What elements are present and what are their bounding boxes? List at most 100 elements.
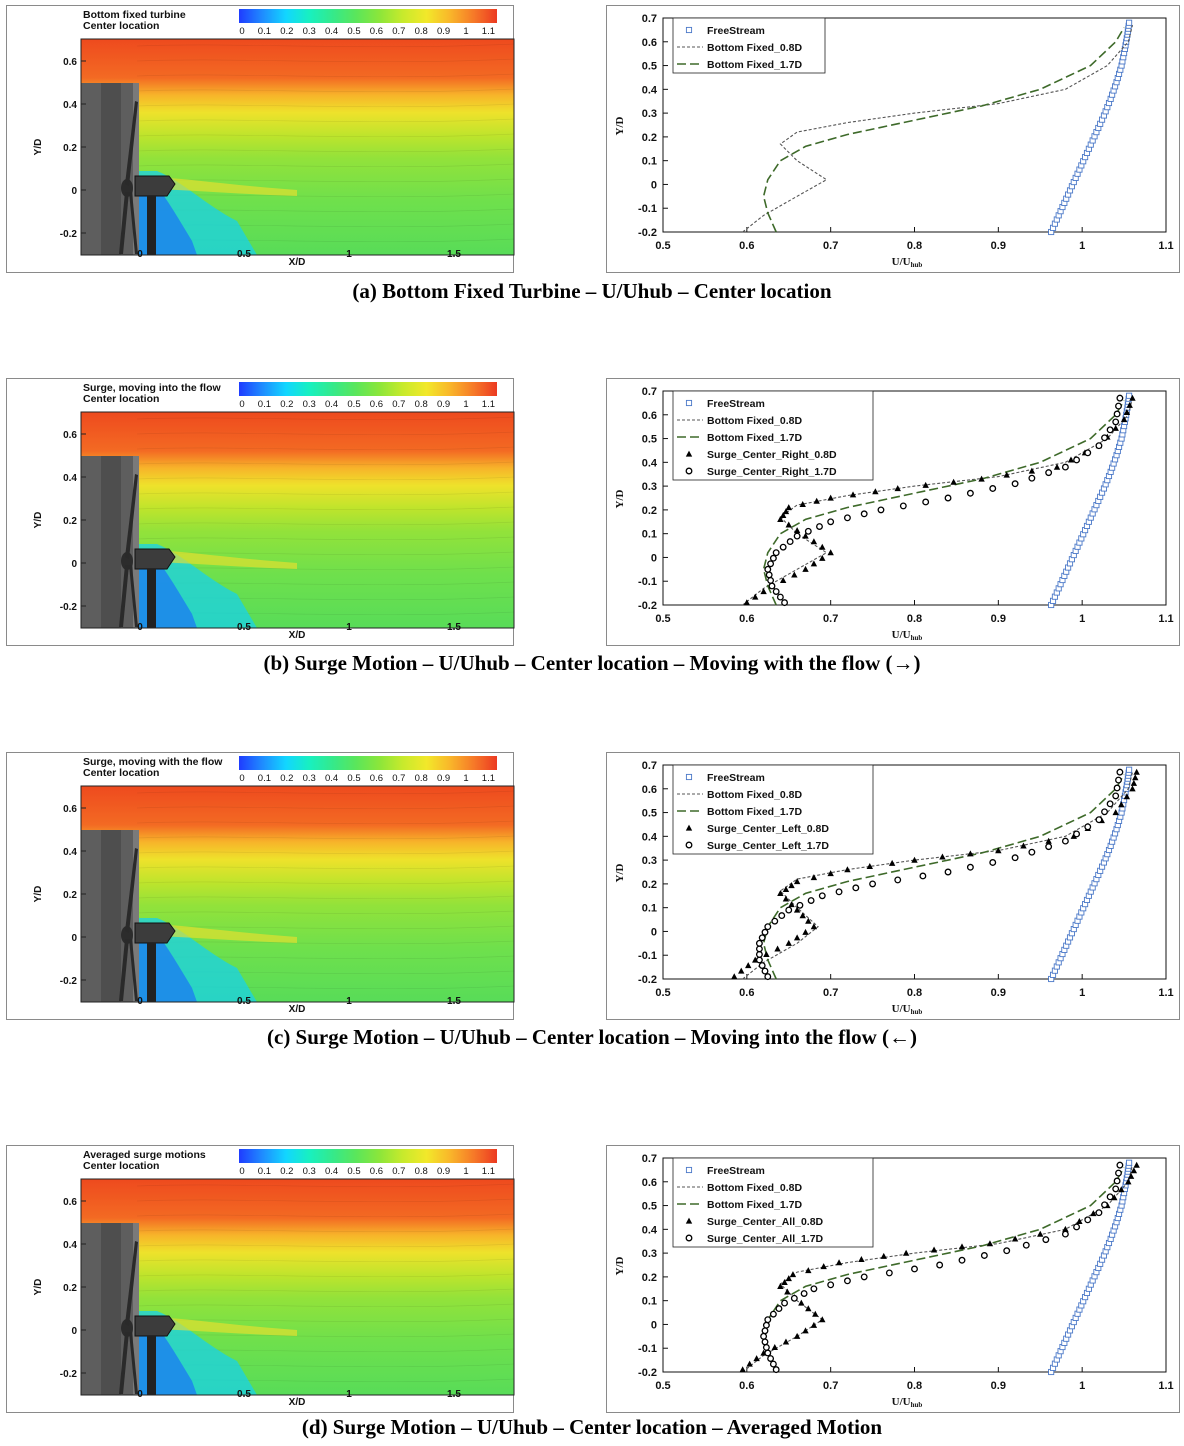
data-point — [1113, 1186, 1119, 1192]
legend-swatch — [686, 1235, 692, 1241]
data-point — [805, 1305, 811, 1311]
legend-label: Bottom Fixed_0.8D — [707, 789, 803, 801]
figure-caption: (a) Bottom Fixed Turbine – U/Uhub – Cent… — [0, 279, 1184, 304]
profile-x-tick-label: 0.7 — [823, 987, 838, 999]
data-point — [762, 1339, 768, 1345]
legend-label: Surge_Center_All_0.8D — [707, 1216, 824, 1228]
contour-y-tick-label: 0.4 — [63, 847, 77, 858]
contour-x-tick-label: 0.5 — [237, 1389, 251, 1400]
data-point — [845, 515, 851, 521]
contour-x-tick-label: 1.5 — [447, 249, 461, 260]
data-point — [1127, 20, 1132, 25]
data-point — [819, 544, 825, 550]
profile-y-tick-label: 0.2 — [642, 505, 657, 517]
contour-x-label: X/D — [289, 1004, 306, 1015]
contour-y-tick-label: 0.2 — [63, 143, 77, 154]
data-point — [738, 968, 744, 974]
data-point — [811, 1322, 817, 1328]
colorbar-tick-label: 0.3 — [303, 399, 316, 410]
profile-y-tick-label: 0.6 — [642, 37, 657, 49]
data-point — [786, 940, 792, 946]
profile-x-tick-label: 1 — [1079, 1380, 1085, 1392]
legend-label: FreeStream — [707, 25, 765, 37]
colorbar-tick-label: 0.5 — [347, 399, 360, 410]
contour-x-tick-label: 0 — [137, 622, 143, 633]
data-point — [765, 567, 771, 573]
colorbar-tick-label: 0.7 — [392, 399, 405, 410]
data-point — [1116, 777, 1122, 783]
data-point — [1117, 1162, 1123, 1168]
data-point — [752, 594, 758, 600]
legend-swatch — [686, 27, 691, 32]
contour-y-tick-label: 0.2 — [63, 516, 77, 527]
data-point — [812, 1311, 818, 1317]
profile-y-tick-label: 0.7 — [642, 386, 657, 398]
figure-caption: (d) Surge Motion – U/Uhub – Center locat… — [0, 1415, 1184, 1440]
colorbar-tick-label: 0.2 — [280, 399, 293, 410]
data-point — [845, 1278, 851, 1284]
legend-label: FreeStream — [707, 398, 765, 410]
data-point — [1063, 1231, 1069, 1237]
profile-plot-4: 0.7 0.6 0.5 0.4 0.3 0.2 0.1 0 -0.1 -0.2 0.5 0.6 0.7 0… — [606, 1145, 1180, 1413]
data-point — [1085, 824, 1091, 830]
data-point — [1127, 1160, 1132, 1165]
data-point — [794, 1333, 800, 1339]
data-point — [937, 1262, 943, 1268]
contour-x-tick-label: 1 — [346, 1389, 352, 1400]
data-point — [881, 1253, 887, 1259]
data-point — [1107, 801, 1113, 807]
colorbar-tick-label: 0.7 — [392, 1166, 405, 1177]
profile-plot-3: 0.7 0.6 0.5 0.4 0.3 0.2 0.1 0 -0.1 -0.2 0.5 0.6 0.7 0… — [606, 752, 1180, 1020]
colorbar-tick-label: 0.6 — [370, 26, 383, 37]
legend-label: Surge_Center_Left_1.7D — [707, 840, 829, 852]
colorbar-tick-label: 0.8 — [415, 773, 428, 784]
data-point — [794, 527, 800, 533]
data-point — [771, 555, 777, 561]
colorbar-tick-label: 0.8 — [415, 26, 428, 37]
data-point — [773, 589, 779, 595]
tower-shade — [101, 1223, 121, 1395]
profile-x-label: U/Uhub — [892, 1003, 923, 1016]
colorbar-tick-label: 0.1 — [258, 26, 271, 37]
data-point — [1113, 793, 1119, 799]
data-point — [1029, 849, 1035, 855]
profile-y-tick-label: 0.1 — [642, 1296, 657, 1308]
contour-y-tick-label: 0 — [71, 1326, 77, 1337]
tower-shade — [101, 456, 121, 628]
contour-x-tick-label: 0.5 — [237, 249, 251, 260]
contour-plot-1: Bottom fixed turbine Center location 0 0.1 0… — [6, 5, 514, 273]
colorbar-tick-label: 0.7 — [392, 26, 405, 37]
profile-x-label: U/Uhub — [892, 1396, 923, 1409]
data-point — [1063, 464, 1069, 470]
data-point — [787, 539, 793, 545]
colorbar-tick-label: 1 — [463, 773, 468, 784]
data-point — [786, 504, 792, 510]
nacelle — [135, 549, 175, 569]
colorbar-tick-label: 0.6 — [370, 1166, 383, 1177]
data-point — [945, 869, 951, 875]
contour-x-tick-label: 0.5 — [237, 622, 251, 633]
contour-y-tick-label: -0.2 — [60, 976, 78, 987]
profile-y-tick-label: 0.2 — [642, 132, 657, 144]
profile-x-tick-label: 0.8 — [907, 1380, 922, 1392]
colorbar-tick-label: 0.2 — [280, 773, 293, 784]
data-point — [744, 599, 750, 605]
data-point — [968, 490, 974, 496]
data-point — [1131, 780, 1137, 786]
contour-x-label: X/D — [289, 257, 306, 268]
profile-y-label: Y/D — [614, 116, 626, 135]
contour-x-tick-label: 0.5 — [237, 996, 251, 1007]
contour-title: Center location — [83, 20, 159, 32]
data-point — [780, 544, 786, 550]
profile-y-tick-label: -0.2 — [638, 600, 657, 612]
profile-x-tick-label: 0.9 — [991, 240, 1006, 252]
profile-x-tick-label: 0.6 — [739, 1380, 754, 1392]
colorbar-tick-label: 0.5 — [347, 26, 360, 37]
data-point — [990, 860, 996, 866]
data-point — [783, 896, 789, 902]
profile-y-tick-label: 0.3 — [642, 855, 657, 867]
colorbar-tick-label: 0.2 — [280, 26, 293, 37]
legend-swatch — [686, 400, 691, 405]
data-point — [1102, 435, 1108, 441]
profile-x-tick-label: 0.5 — [655, 613, 670, 625]
